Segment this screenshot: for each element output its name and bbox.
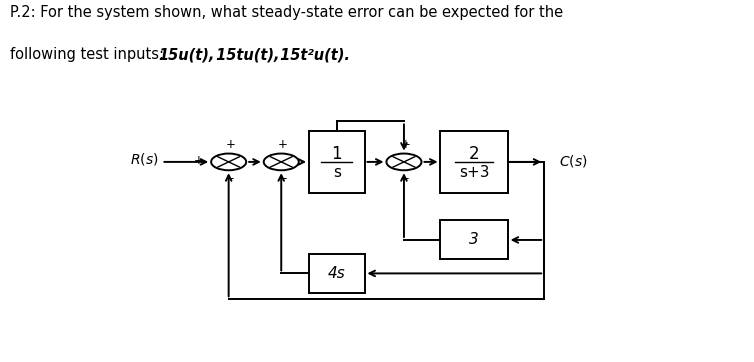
Bar xyxy=(440,220,507,260)
Text: following test inputs:: following test inputs: xyxy=(10,47,168,62)
Text: $C(s)$: $C(s)$ xyxy=(559,152,587,168)
Bar xyxy=(309,131,364,193)
Text: 1: 1 xyxy=(332,145,342,163)
Text: 15tu(t),: 15tu(t), xyxy=(211,47,280,62)
Text: $R(s)$: $R(s)$ xyxy=(130,151,158,167)
Text: 2: 2 xyxy=(469,145,480,163)
Text: −: − xyxy=(225,173,234,185)
Text: +: + xyxy=(225,138,235,151)
Text: +: + xyxy=(401,138,411,151)
Bar xyxy=(440,131,507,193)
Text: −: − xyxy=(277,173,287,185)
Text: 15u(t),: 15u(t), xyxy=(158,47,215,62)
Text: −: − xyxy=(400,173,410,185)
Text: +: + xyxy=(278,138,288,151)
Text: 3: 3 xyxy=(469,232,479,248)
Text: +: + xyxy=(195,154,204,167)
Text: P.2: For the system shown, what steady-state error can be expected for the: P.2: For the system shown, what steady-s… xyxy=(10,5,563,20)
Text: s+3: s+3 xyxy=(459,165,489,180)
Text: 4s: 4s xyxy=(328,266,345,281)
Text: 15t²u(t).: 15t²u(t). xyxy=(275,47,350,62)
Text: s: s xyxy=(333,165,341,180)
Bar xyxy=(309,254,364,293)
